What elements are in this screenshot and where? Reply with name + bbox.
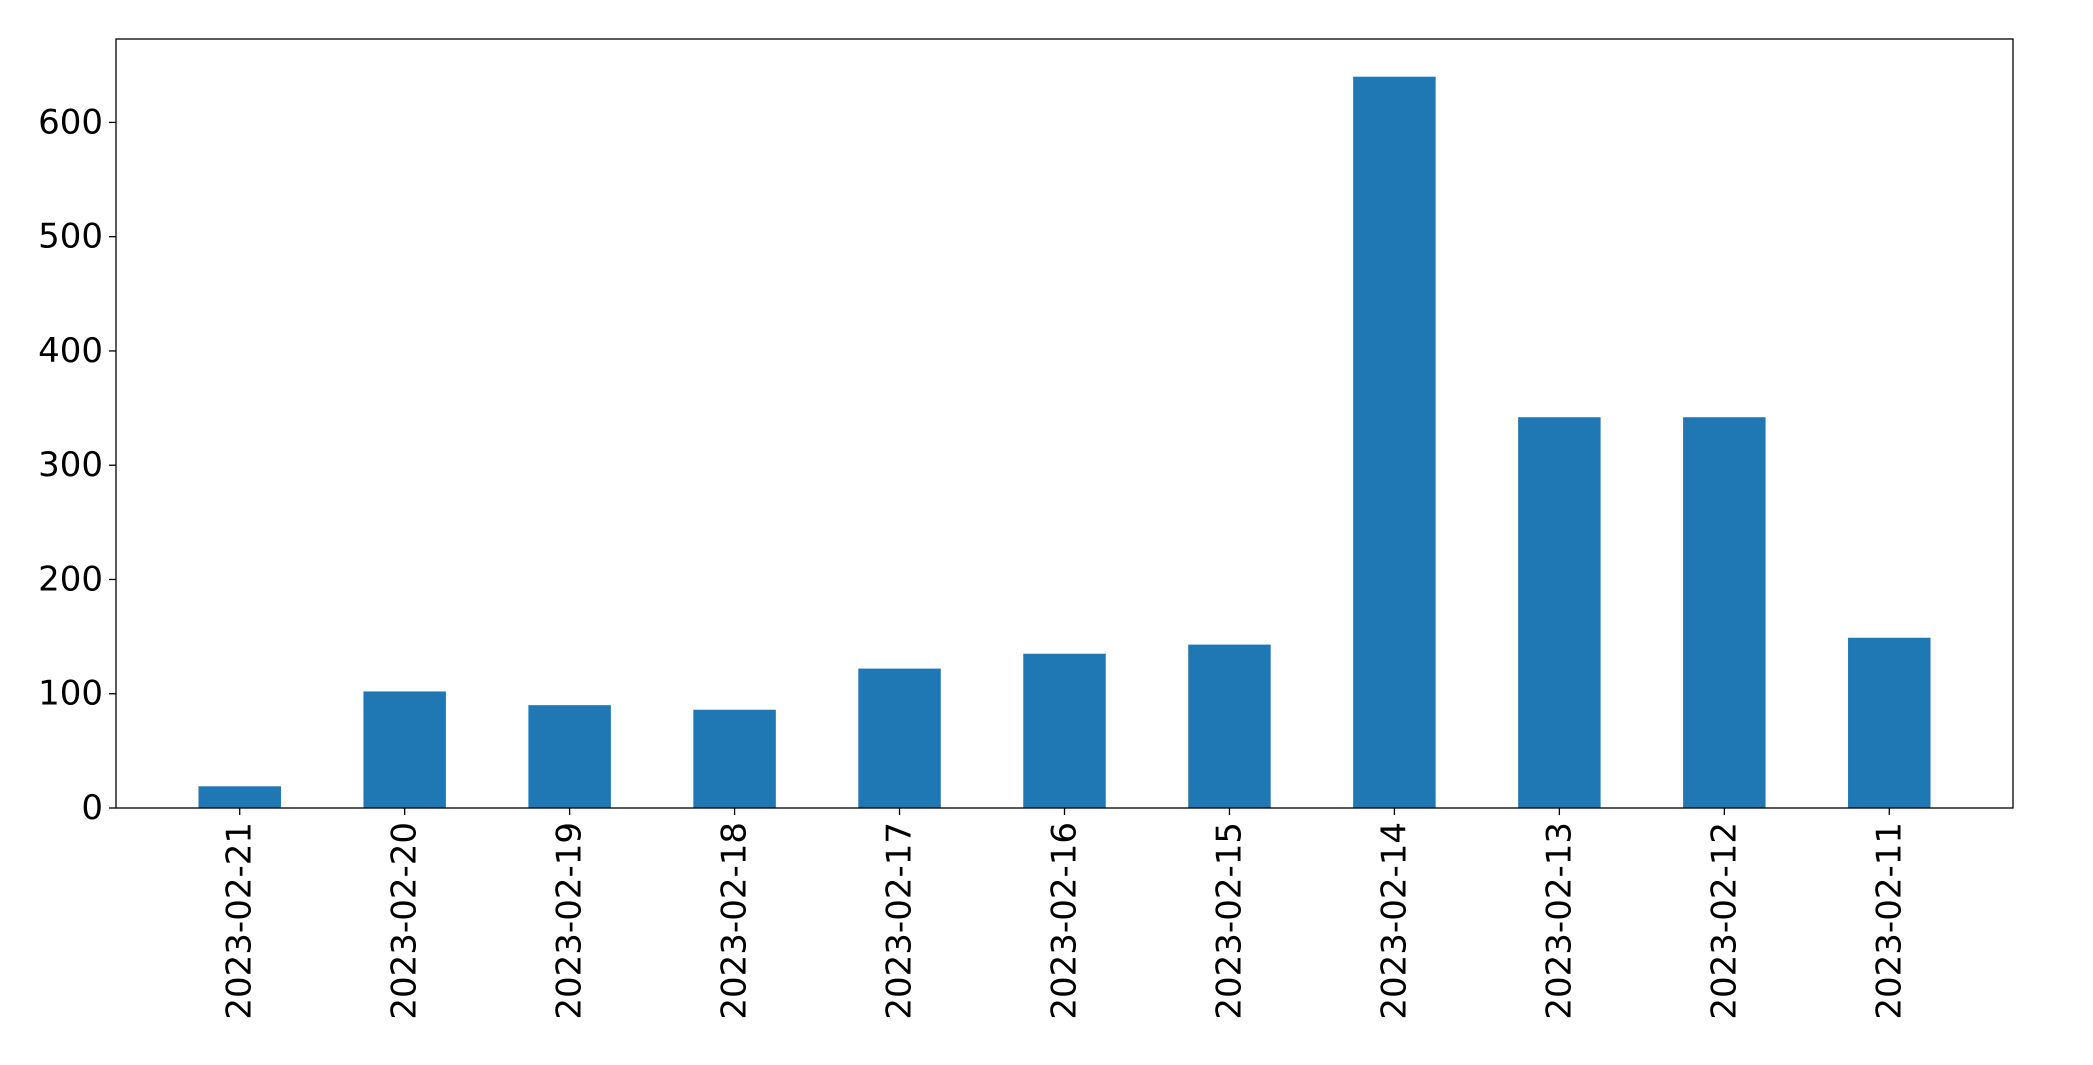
bar-2023-02-15: [1188, 644, 1271, 808]
x-tick-label: 2023-02-20: [385, 822, 425, 1020]
y-tick-label: 100: [38, 674, 103, 714]
y-axis: 0 100 200 300 400 500 600: [38, 102, 116, 828]
bar-2023-02-21: [198, 786, 281, 808]
x-axis: 2023-02-21 2023-02-20 2023-02-19 2023-02-18…: [220, 808, 1909, 1020]
bar-2023-02-13: [1518, 417, 1601, 808]
x-tick-label: 2023-02-15: [1209, 822, 1249, 1020]
bar-2023-02-17: [858, 668, 941, 808]
bar-2023-02-11: [1848, 637, 1931, 808]
x-tick-label: 2023-02-21: [220, 822, 260, 1020]
x-tick-label: 2023-02-18: [715, 822, 755, 1020]
y-tick-label: 200: [38, 559, 103, 599]
x-tick-label: 2023-02-19: [550, 822, 590, 1020]
x-tick-label: 2023-02-12: [1704, 822, 1744, 1020]
x-tick-label: 2023-02-17: [880, 822, 920, 1020]
bar-2023-02-20: [363, 691, 446, 808]
bar-2023-02-18: [693, 709, 776, 808]
bar-2023-02-14: [1353, 76, 1436, 808]
x-tick-label: 2023-02-11: [1869, 822, 1909, 1020]
y-tick-label: 0: [81, 788, 103, 828]
x-tick-label: 2023-02-16: [1045, 822, 1085, 1020]
bar-2023-02-16: [1023, 653, 1106, 808]
x-tick-label: 2023-02-13: [1539, 822, 1579, 1020]
y-tick-label: 400: [38, 331, 103, 371]
bars-layer: [198, 76, 1931, 808]
y-tick-label: 500: [38, 217, 103, 257]
bar-2023-02-19: [528, 705, 611, 808]
x-tick-label: 2023-02-14: [1374, 822, 1414, 1020]
y-tick-label: 600: [38, 102, 103, 142]
bar-2023-02-12: [1683, 417, 1766, 808]
y-tick-label: 300: [38, 445, 103, 485]
